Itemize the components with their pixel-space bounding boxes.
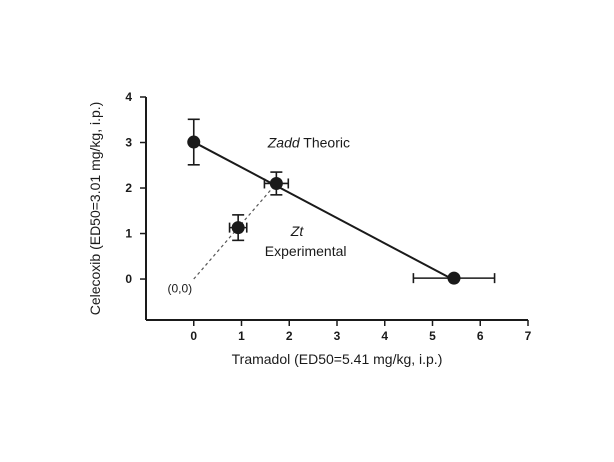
point-marker: [231, 221, 245, 235]
x-tick-label: 3: [334, 329, 341, 343]
x-ticks: 0 1 2 3 4 5 6 7: [190, 320, 532, 343]
theoretical-isobole-line: [193, 141, 453, 280]
x-axis-title: Tramadol (ED50=5.41 mg/kg, i.p.): [232, 351, 443, 367]
axes: [145, 97, 528, 321]
experimental-label: Experimental: [265, 243, 347, 259]
x-tick-label: 1: [238, 329, 245, 343]
data-point: [228, 214, 248, 242]
y-tick-label: 2: [125, 181, 132, 195]
x-tick-label: 4: [381, 329, 388, 343]
origin-label: (0,0): [167, 282, 192, 296]
data-point: [412, 271, 496, 285]
y-ticks: 0 1 2 3 4: [125, 90, 146, 286]
point-marker: [269, 176, 283, 190]
x-tick-label: 7: [525, 329, 532, 343]
x-tick-label: 0: [190, 329, 197, 343]
data-points: [187, 118, 496, 285]
x-tick-label: 2: [286, 329, 293, 343]
y-tick-label: 1: [125, 227, 132, 241]
x-tick-label: 6: [477, 329, 484, 343]
y-tick-label: 0: [125, 272, 132, 286]
isobole-lines: [193, 141, 453, 280]
y-tick-label: 3: [125, 136, 132, 150]
y-axis-title: Celecoxib (ED50=3.01 mg/kg, i.p.): [87, 102, 103, 316]
zadd-label-rest: Theoric: [300, 135, 350, 151]
zadd-label-italic: Zadd: [267, 135, 301, 151]
point-marker: [447, 271, 461, 285]
point-marker: [187, 135, 201, 149]
zadd-theoric-label: Zadd Theoric: [267, 135, 350, 151]
data-point: [263, 171, 290, 196]
zt-label: Zt: [290, 223, 305, 239]
x-tick-label: 5: [429, 329, 436, 343]
data-point: [187, 118, 201, 166]
y-tick-label: 4: [125, 90, 132, 104]
